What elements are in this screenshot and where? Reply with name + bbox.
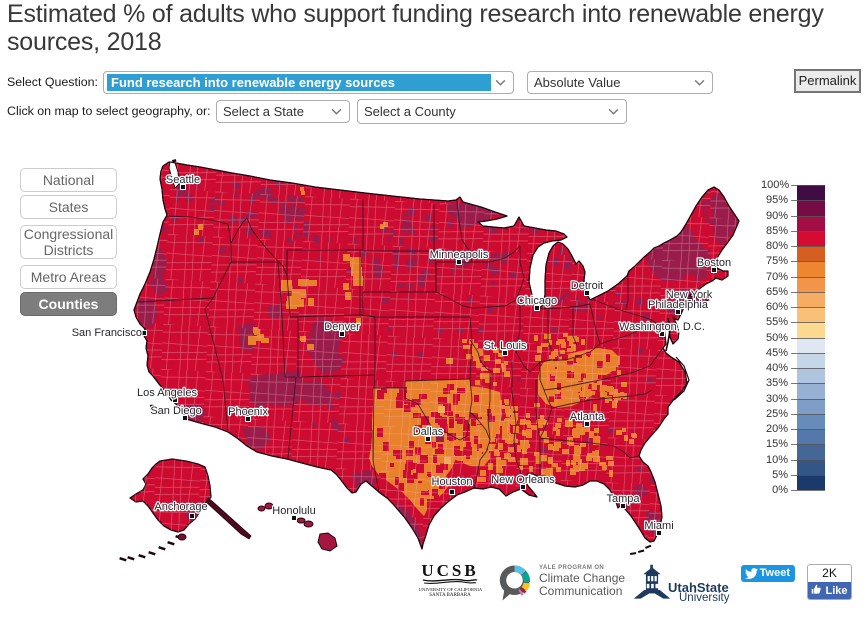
svg-text:San Francisco: San Francisco — [72, 327, 142, 339]
svg-text:Honolulu: Honolulu — [272, 505, 315, 517]
svg-text:Seattle: Seattle — [166, 174, 200, 186]
svg-text:Chicago: Chicago — [517, 295, 557, 307]
svg-text:Minneapolis: Minneapolis — [430, 249, 489, 261]
svg-text:Houston: Houston — [432, 476, 473, 488]
svg-text:Boston: Boston — [697, 257, 731, 269]
svg-text:New Orleans: New Orleans — [491, 474, 555, 486]
svg-text:Denver: Denver — [324, 321, 360, 333]
svg-text:Miami: Miami — [644, 520, 673, 532]
svg-text:Atlanta: Atlanta — [570, 411, 605, 423]
svg-text:New York: New York — [666, 289, 713, 301]
svg-text:Dallas: Dallas — [413, 426, 444, 438]
svg-text:Los Angeles: Los Angeles — [137, 387, 197, 399]
svg-text:Tampa: Tampa — [606, 493, 640, 505]
svg-text:Detroit: Detroit — [571, 280, 603, 292]
svg-text:Washington, D.C.: Washington, D.C. — [619, 321, 705, 333]
svg-text:Phoenix: Phoenix — [228, 406, 268, 418]
svg-text:Philadelphia: Philadelphia — [648, 299, 709, 311]
svg-text:St. Louis: St. Louis — [484, 340, 527, 352]
svg-text:San Diego: San Diego — [150, 405, 201, 417]
svg-text:Anchorage: Anchorage — [154, 501, 207, 513]
